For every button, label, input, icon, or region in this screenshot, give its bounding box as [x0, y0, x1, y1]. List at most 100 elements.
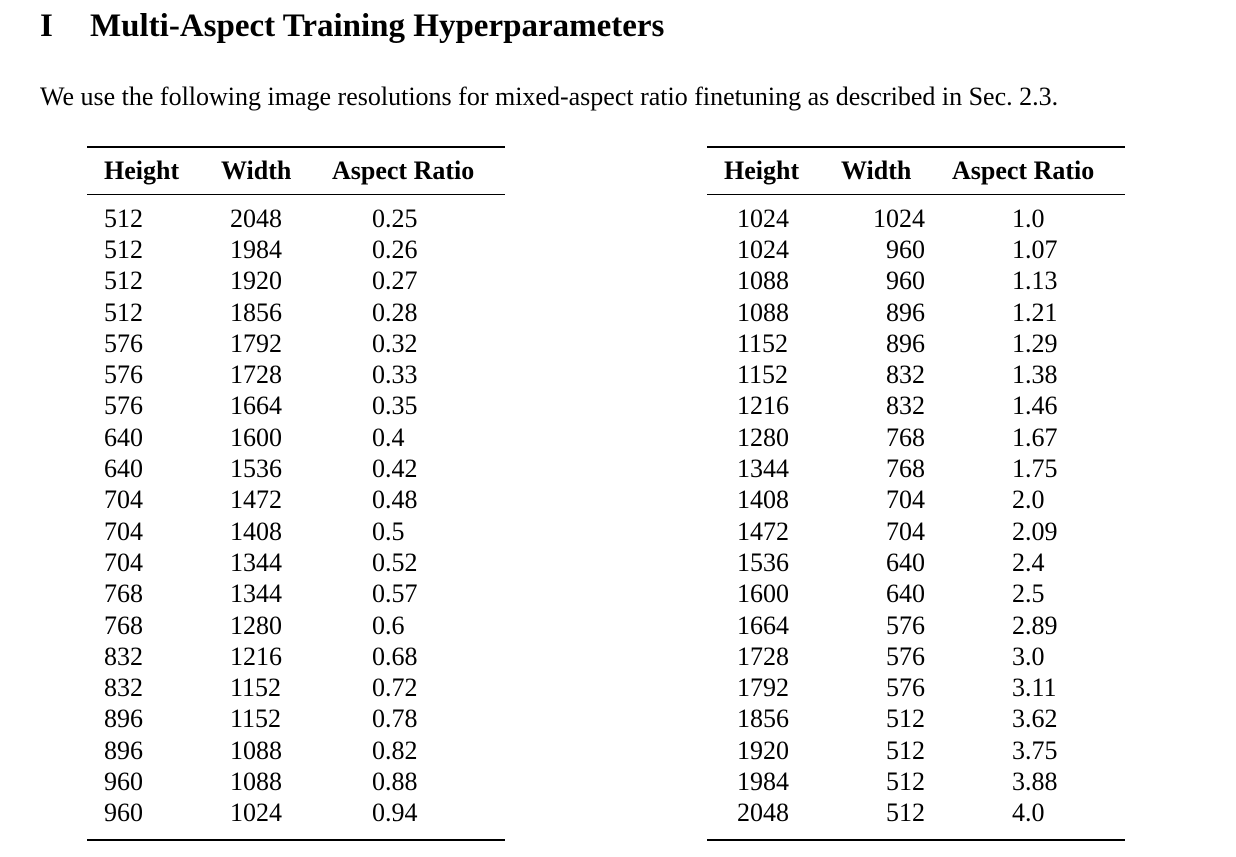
cell-width: 1984: [230, 234, 282, 264]
cell-aspect-ratio: 2.09: [1012, 516, 1058, 546]
cell-width: 1088: [230, 766, 282, 796]
cell-width: 832: [886, 391, 925, 421]
cell-height: 832: [104, 641, 143, 671]
cell-width: 1344: [230, 547, 282, 577]
table-row: 768 1344 0.57: [87, 579, 505, 610]
header-height: Height: [104, 156, 180, 185]
cell-width: 640: [886, 547, 925, 577]
table-row: 1856 512 3.62: [707, 704, 1125, 735]
cell-aspect-ratio: 0.68: [372, 641, 418, 671]
cell-height: 2048: [737, 798, 789, 828]
cell-aspect-ratio: 0.4: [372, 422, 405, 452]
table-row: 704 1408 0.5: [87, 516, 505, 547]
cell-aspect-ratio: 1.38: [1012, 360, 1058, 390]
table-row: 1344 768 1.75: [707, 453, 1125, 484]
table-body: 512 2048 0.25 512 1984 0.26 512 1920 0.27 512 1856…: [87, 195, 505, 839]
table-row: 1280 768 1.67: [707, 422, 1125, 453]
cell-aspect-ratio: 0.32: [372, 328, 418, 358]
cell-height: 1152: [737, 328, 789, 358]
resolution-table-right: Height Width Aspect Ratio 1024 1024 1.0 102…: [707, 146, 1125, 841]
cell-width: 1920: [230, 266, 282, 296]
cell-height: 832: [104, 673, 143, 703]
cell-height: 704: [104, 516, 143, 546]
cell-height: 1088: [737, 297, 789, 327]
cell-aspect-ratio: 4.0: [1012, 798, 1045, 828]
cell-aspect-ratio: 1.21: [1012, 297, 1058, 327]
cell-height: 1152: [737, 360, 789, 390]
cell-aspect-ratio: 0.57: [372, 579, 418, 609]
table-row: 576 1728 0.33: [87, 359, 505, 390]
cell-width: 2048: [230, 203, 282, 233]
header-aspect-ratio: Aspect Ratio: [332, 156, 475, 185]
cell-aspect-ratio: 0.35: [372, 391, 418, 421]
table-row: 512 2048 0.25: [87, 203, 505, 234]
cell-aspect-ratio: 0.6: [372, 610, 405, 640]
cell-width: 1728: [230, 360, 282, 390]
cell-aspect-ratio: 0.88: [372, 766, 418, 796]
table-row: 1536 640 2.4: [707, 547, 1125, 578]
cell-aspect-ratio: 2.4: [1012, 547, 1045, 577]
table-row: 640 1600 0.4: [87, 422, 505, 453]
cell-aspect-ratio: 2.89: [1012, 610, 1058, 640]
cell-aspect-ratio: 0.5: [372, 516, 405, 546]
cell-width: 1664: [230, 391, 282, 421]
cell-height: 1024: [737, 234, 789, 264]
cell-height: 576: [104, 328, 143, 358]
cell-height: 896: [104, 704, 143, 734]
cell-aspect-ratio: 0.33: [372, 360, 418, 390]
cell-aspect-ratio: 0.42: [372, 454, 418, 484]
table-header: Height Width Aspect Ratio: [707, 148, 1125, 194]
table-row: 1024 1024 1.0: [707, 203, 1125, 234]
cell-height: 1600: [737, 579, 789, 609]
cell-aspect-ratio: 0.78: [372, 704, 418, 734]
cell-height: 1792: [737, 673, 789, 703]
table-row: 1216 832 1.46: [707, 391, 1125, 422]
section-title: Multi-Aspect Training Hyperparameters: [90, 8, 665, 44]
table-row: 1664 576 2.89: [707, 610, 1125, 641]
cell-aspect-ratio: 0.25: [372, 203, 418, 233]
cell-width: 1152: [230, 704, 282, 734]
cell-height: 1920: [737, 735, 789, 765]
table-row: 896 1088 0.82: [87, 735, 505, 766]
cell-height: 1664: [737, 610, 789, 640]
cell-aspect-ratio: 0.48: [372, 485, 418, 515]
cell-aspect-ratio: 3.62: [1012, 704, 1058, 734]
cell-width: 1472: [230, 485, 282, 515]
cell-height: 960: [104, 798, 143, 828]
cell-aspect-ratio: 2.0: [1012, 485, 1045, 515]
cell-height: 576: [104, 360, 143, 390]
table-row: 2048 512 4.0: [707, 798, 1125, 829]
cell-aspect-ratio: 1.46: [1012, 391, 1058, 421]
cell-height: 512: [104, 203, 143, 233]
cell-aspect-ratio: 1.75: [1012, 454, 1058, 484]
cell-aspect-ratio: 3.11: [1012, 673, 1057, 703]
cell-aspect-ratio: 2.5: [1012, 579, 1045, 609]
section-heading: I Multi-Aspect Training Hyperparameters: [40, 8, 664, 45]
cell-width: 896: [886, 297, 925, 327]
cell-aspect-ratio: 3.88: [1012, 766, 1058, 796]
table-row: 768 1280 0.6: [87, 610, 505, 641]
table-row: 1152 896 1.29: [707, 328, 1125, 359]
cell-height: 704: [104, 485, 143, 515]
section-number: I: [40, 8, 53, 44]
bottom-rule: [87, 838, 505, 841]
cell-height: 1408: [737, 485, 789, 515]
table-row: 1728 576 3.0: [707, 641, 1125, 672]
cell-height: 768: [104, 610, 143, 640]
cell-height: 1856: [737, 704, 789, 734]
header-height: Height: [724, 156, 800, 185]
cell-width: 704: [886, 485, 925, 515]
cell-height: 640: [104, 454, 143, 484]
cell-width: 1536: [230, 454, 282, 484]
table-header: Height Width Aspect Ratio: [87, 148, 505, 194]
cell-height: 512: [104, 297, 143, 327]
header-rule: [707, 194, 1125, 195]
table-row: 832 1216 0.68: [87, 641, 505, 672]
cell-height: 512: [104, 234, 143, 264]
bottom-rule: [707, 838, 1125, 841]
table-row: 960 1088 0.88: [87, 766, 505, 797]
cell-aspect-ratio: 3.75: [1012, 735, 1058, 765]
table-row: 960 1024 0.94: [87, 798, 505, 829]
top-rule: [87, 146, 505, 148]
cell-height: 960: [104, 766, 143, 796]
